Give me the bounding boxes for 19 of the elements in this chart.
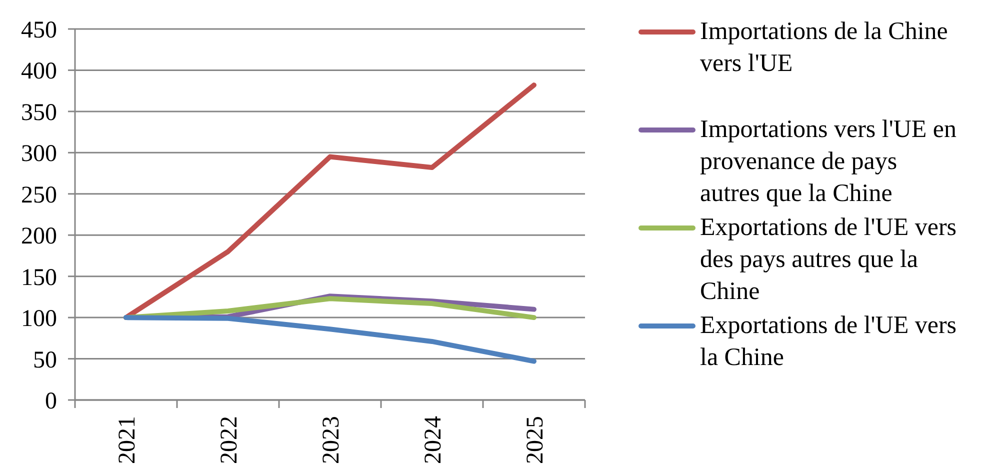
- x-tick-label: 2024: [420, 416, 446, 464]
- y-tick-label: 400: [21, 58, 57, 85]
- legend-label: Exportations de l'UE vers la Chine: [700, 311, 958, 373]
- legend-label: Importations vers l'UE en provenance de pays autres que la Chine: [700, 115, 958, 209]
- x-tick-label: 2023: [318, 416, 344, 464]
- y-tick-label: 50: [33, 347, 57, 374]
- y-tick-label: 150: [21, 264, 57, 291]
- y-tick-label: 350: [21, 100, 57, 126]
- y-tick-label: 250: [21, 182, 57, 208]
- legend-label: Importations de la Chine vers l'UE: [700, 17, 949, 79]
- x-tick-label: 2025: [522, 416, 548, 464]
- y-tick-label: 0: [45, 388, 57, 415]
- y-tick-label: 450: [21, 18, 57, 44]
- x-tick-label: 2022: [216, 416, 242, 464]
- y-tick-label: 100: [21, 306, 57, 332]
- y-tick-label: 300: [21, 141, 57, 168]
- legend-label: Exportations de l'UE vers des pays autres que la Chine: [700, 213, 958, 307]
- x-tick-label: 2021: [114, 416, 140, 464]
- y-tick-label: 200: [21, 224, 57, 250]
